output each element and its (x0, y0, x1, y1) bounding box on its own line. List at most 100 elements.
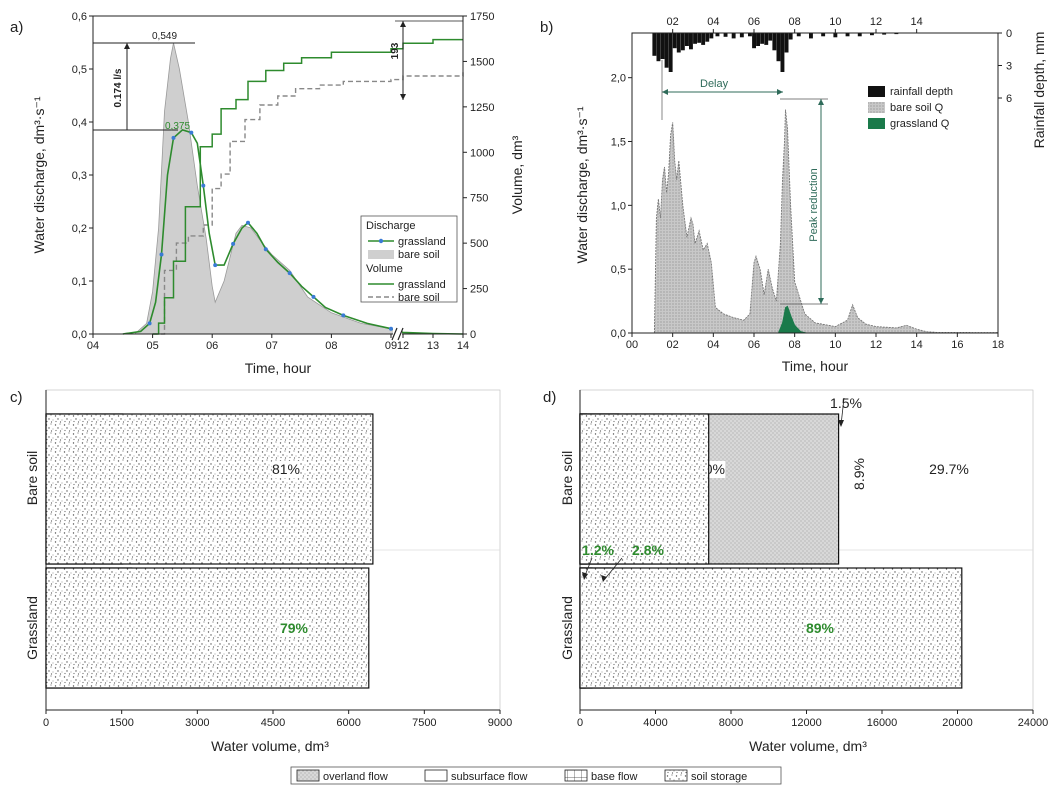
b-x-tick-label-top: 08 (789, 16, 801, 28)
b-rainfall-bar (705, 33, 710, 42)
b-y-tick-label-right: 3 (1006, 61, 1012, 73)
c-bar-label: 81% (272, 461, 300, 477)
b-y-ticks-left: 0,0 0,5 1,0 1,5 2,0 (611, 73, 632, 340)
a-legend-grass-q: grassland (398, 236, 446, 248)
a-y-tick-label-right: 1500 (470, 56, 494, 68)
b-x-tick-label: 00 (626, 339, 638, 351)
a-x-tick-label: 08 (325, 340, 337, 352)
b-rainfall-bar (689, 33, 693, 50)
a-y-tick-label-left: 0,3 (72, 170, 87, 182)
c-x-tick-label: 6000 (336, 717, 360, 729)
d-bar-soil-storage (579, 413, 710, 565)
b-x-axis-label: Time, hour (782, 358, 849, 374)
c-x-tick-label: 0 (43, 717, 49, 729)
b-rainfall-bar (752, 33, 756, 49)
panel-a-chart: 04 05 06 07 08 09 12 13 14 0,0 0,1 0,2 0,3 0,4 0,5 0,6… (31, 11, 525, 376)
d-bar-label: 1.2% (582, 542, 614, 558)
a-x-tick-label: 14 (457, 340, 469, 352)
a-grass-discharge-point (213, 263, 218, 268)
a-legend-bare-q: bare soil (398, 249, 440, 261)
a-grass-discharge-point (246, 220, 250, 225)
b-x-tick-label: 10 (829, 339, 841, 351)
c-bars: 19%81%21%79% (45, 413, 374, 689)
c-category-grass: Grassland (24, 596, 40, 660)
a-peak-bare-label: 0,549 (152, 31, 177, 42)
d-label-bg (805, 620, 835, 637)
b-rainfall-bar (693, 33, 697, 44)
a-y-tick-label-left: 0,6 (72, 11, 87, 23)
d-x-tick-label: 12000 (791, 717, 822, 729)
panel-d-chart: 60%1.5%8.9%29.7%1.2%2.8%7.1%89% 04000800… (559, 389, 1049, 754)
a-y-axis-label-left: Water discharge, dm³·s⁻¹ (31, 96, 47, 253)
b-x-tick-label: 14 (911, 339, 923, 351)
a-y-ticks-left: 0,0 0,1 0,2 0,3 0,4 0,5 0,6 (72, 11, 93, 341)
b-y-tick-label-right: 0 (1006, 28, 1012, 40)
b-x-tick-label-top: 02 (667, 16, 679, 28)
legend-overland: overland flow (323, 771, 388, 783)
b-rainfall-bar (780, 33, 785, 72)
c-x-tick-label: 4500 (261, 717, 285, 729)
b-rainfall-bar (796, 33, 801, 37)
b-y-tick-label-left: 2,0 (611, 73, 626, 85)
b-rainfall-bar (821, 33, 826, 37)
a-grass-discharge-point (171, 135, 176, 140)
b-rainfall-bar (809, 33, 813, 39)
b-rainfall-bar (756, 33, 760, 46)
b-x-tick-label: 18 (992, 339, 1004, 351)
c-x-ticks: 0 1500 3000 4500 6000 7500 9000 (43, 710, 512, 729)
a-y-tick-label-left: 0,4 (72, 117, 87, 129)
c-x-axis-label: Water volume, dm³ (211, 738, 329, 754)
d-x-tick-label: 24000 (1018, 717, 1049, 729)
b-legend-grass: grassland Q (890, 118, 950, 130)
d-bar-label: 8.9% (851, 458, 867, 490)
a-x-axis-label: Time, hour (245, 360, 312, 376)
d-callouts (582, 397, 845, 582)
a-grass-discharge-point (201, 183, 206, 188)
a-y-tick-label-right: 1250 (470, 102, 494, 114)
b-rainfall-bar (788, 33, 793, 40)
b-bare-q-area (653, 109, 999, 334)
panel-label-b: b) (540, 19, 553, 36)
b-rainfall-bar (882, 33, 887, 35)
b-x-tick-label: 02 (667, 339, 679, 351)
a-y-axis-label-right: Volume, dm³ (509, 135, 525, 214)
b-rainfall-bar (664, 33, 669, 68)
b-rainfall-bar (709, 33, 714, 39)
b-plot-frame (631, 32, 999, 334)
a-legend-bare-v: bare soil (398, 292, 440, 304)
b-x-tick-label-top: 14 (911, 16, 923, 28)
a-y-ticks-right: 0 250 500 750 1000 1250 1500 1750 (463, 11, 494, 341)
b-rainfall-bar (768, 33, 773, 41)
a-bare-volume-line (152, 72, 464, 335)
b-rainfall-bar (656, 33, 661, 62)
b-x-tick-label: 04 (707, 339, 719, 351)
c-label-bg (279, 620, 309, 637)
a-x-tick-label: 06 (206, 340, 218, 352)
c-category-bare: Bare soil (24, 451, 40, 505)
a-grass-discharge-point (341, 313, 346, 318)
a-grass-discharge-point (159, 252, 164, 257)
b-legend-rain: rainfall depth (890, 86, 953, 98)
b-rainfall-bar (776, 33, 781, 62)
a-y-tick-label-right: 0 (470, 329, 476, 341)
legend-baseflow: base flow (591, 771, 638, 783)
b-x-ticks-top: 02 04 06 08 10 12 14 (667, 16, 923, 33)
a-grass-discharge-line (122, 129, 464, 335)
d-category-grass: Grassland (559, 596, 575, 660)
a-x-tick-label: 13 (427, 340, 439, 352)
c-bar-label: 79% (280, 620, 309, 636)
b-rainfall-bar (857, 33, 862, 37)
d-x-tick-label: 0 (577, 717, 583, 729)
b-rainfall-bar (760, 33, 765, 44)
b-y-tick-label-left: 1,0 (611, 200, 626, 212)
b-rainfall-bar (672, 33, 677, 49)
b-rainfall-bar (723, 33, 728, 37)
c-x-tick-label: 9000 (488, 717, 512, 729)
a-x-tick-label: 12 (397, 340, 409, 352)
b-x-tick-label: 08 (789, 339, 801, 351)
a-axis-break (391, 327, 404, 341)
b-delay-label: Delay (700, 78, 729, 90)
a-y-tick-label-right: 1750 (470, 11, 494, 23)
a-y-tick-label-right: 750 (470, 193, 488, 205)
